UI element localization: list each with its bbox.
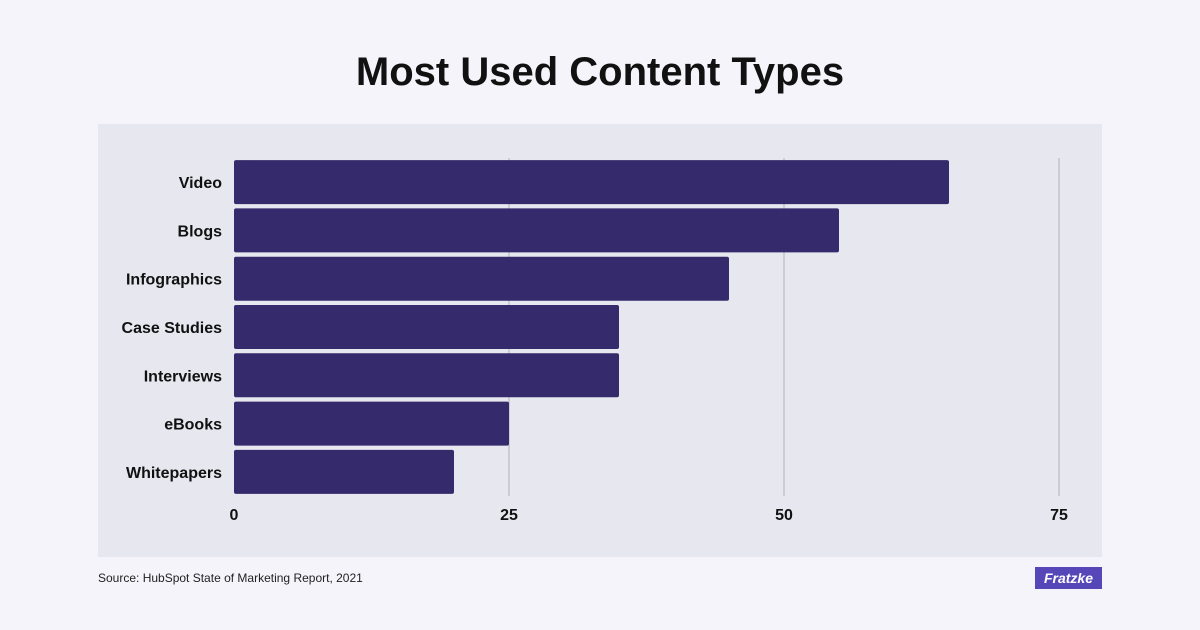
- category-label: Interviews: [144, 368, 222, 385]
- x-tick-label: 50: [775, 507, 793, 524]
- bar-blogs: [234, 208, 839, 253]
- bar-interviews: [234, 353, 619, 398]
- source-note: Source: HubSpot State of Marketing Repor…: [98, 571, 363, 585]
- category-label: Video: [179, 175, 223, 192]
- category-label: Blogs: [178, 223, 223, 240]
- category-label: eBooks: [164, 417, 222, 434]
- category-label: Case Studies: [122, 320, 223, 337]
- bar-ebooks: [234, 401, 509, 446]
- bar-infographics: [234, 256, 729, 301]
- category-label: Infographics: [126, 272, 222, 289]
- bar-video: [234, 160, 949, 205]
- x-tick-label: 25: [500, 507, 518, 524]
- bar-case-studies: [234, 305, 619, 349]
- chart-title: Most Used Content Types: [355, 50, 845, 94]
- x-tick-label: 75: [1050, 507, 1068, 524]
- category-label: Whitepapers: [126, 465, 222, 482]
- brand-logo: Fratzke: [1035, 567, 1102, 589]
- bar-whitepapers: [234, 449, 454, 494]
- x-tick-label: 0: [230, 507, 239, 524]
